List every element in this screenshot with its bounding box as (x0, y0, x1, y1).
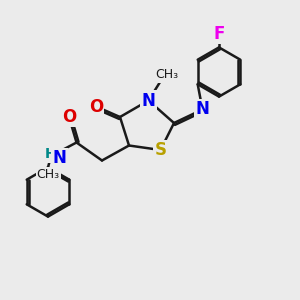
Text: O: O (62, 108, 76, 126)
Text: H: H (45, 148, 57, 161)
Text: S: S (154, 141, 166, 159)
Text: N: N (196, 100, 209, 118)
Text: O: O (89, 98, 103, 116)
Text: CH₃: CH₃ (37, 168, 60, 181)
Text: CH₃: CH₃ (155, 68, 178, 82)
Text: N: N (142, 92, 155, 110)
Text: N: N (52, 149, 66, 167)
Text: F: F (213, 25, 225, 43)
